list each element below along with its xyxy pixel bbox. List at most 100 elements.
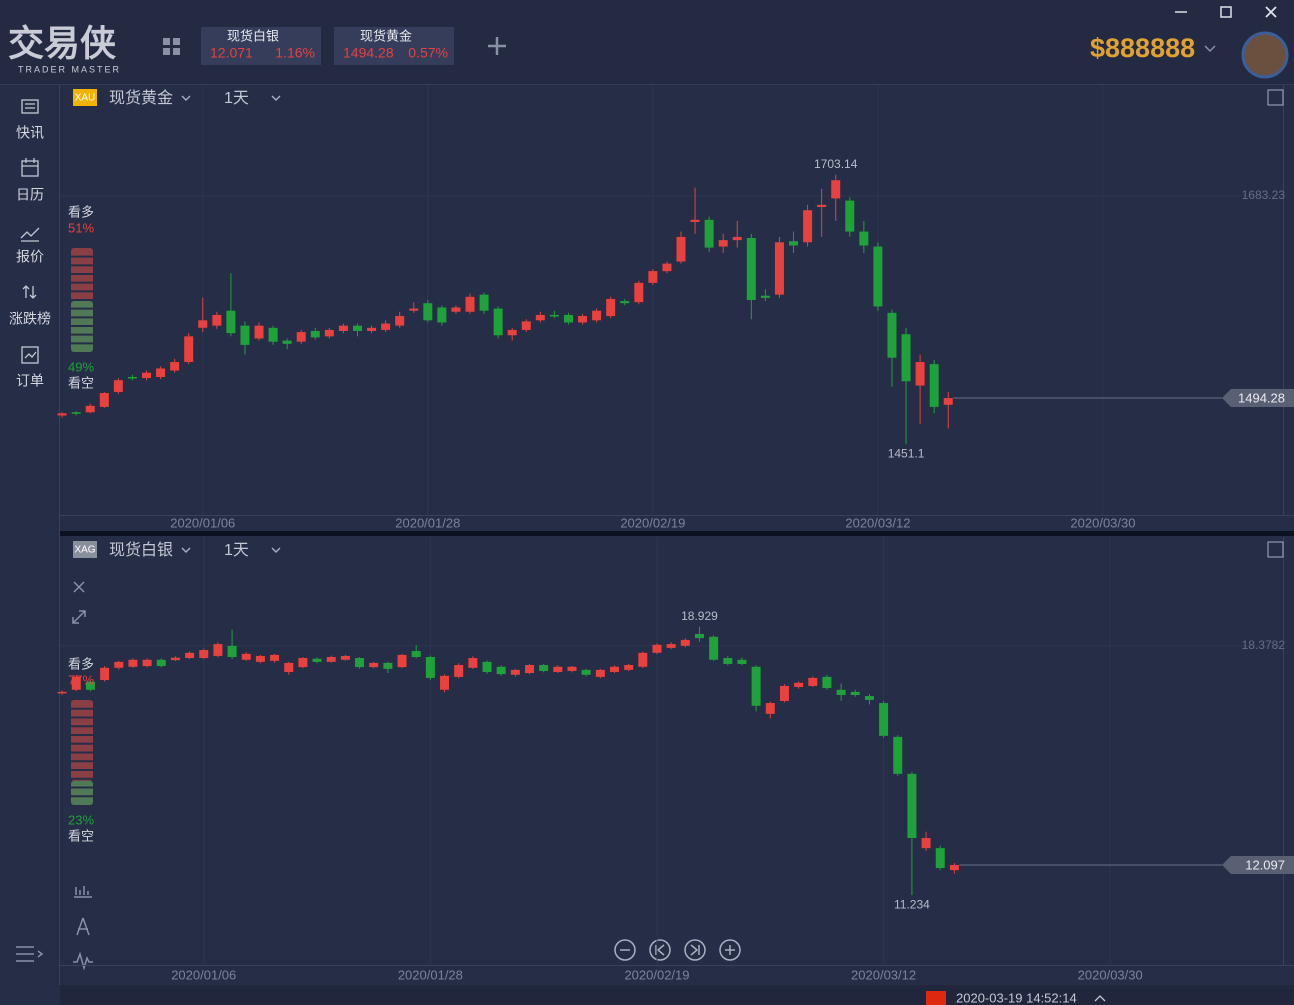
candle-body <box>765 703 775 714</box>
symbol-badge <box>73 541 97 558</box>
x-tick-label: 2020/02/19 <box>620 515 685 530</box>
avatar[interactable] <box>1241 31 1289 79</box>
candle-body <box>845 200 855 232</box>
candle-body <box>240 325 250 345</box>
logo-sub: TRADER MASTER <box>18 64 121 74</box>
sidebar-item[interactable]: 订单 <box>16 373 44 389</box>
add-tab[interactable] <box>488 37 506 55</box>
candle-body <box>836 689 846 696</box>
candle-body <box>213 644 223 656</box>
bull-bar <box>71 700 93 781</box>
sidebar-item[interactable]: 涨跌榜 <box>9 311 51 327</box>
candle-body <box>901 334 911 382</box>
candle-body <box>760 295 770 298</box>
candle-body <box>425 656 435 678</box>
sidebar-item[interactable]: 快讯 <box>16 125 44 141</box>
balance-chevron[interactable] <box>1204 45 1216 53</box>
period[interactable]: 1天 <box>224 90 249 107</box>
candle-body <box>704 219 714 248</box>
candle-body <box>355 658 365 668</box>
period-chevron[interactable] <box>271 547 281 553</box>
candle-body <box>451 307 461 312</box>
candle-body <box>284 662 294 672</box>
candle-body <box>746 237 756 300</box>
logo: 交易侠 <box>8 23 117 64</box>
candle-body <box>268 327 278 342</box>
title-chevron[interactable] <box>181 95 191 101</box>
candle-body <box>794 682 804 687</box>
candle-body <box>479 294 489 311</box>
candle-body <box>662 263 672 272</box>
candle-body <box>369 662 379 668</box>
x-tick-label: 2020/02/19 <box>624 967 689 982</box>
candle-body <box>156 659 166 667</box>
title-chevron[interactable] <box>181 547 191 553</box>
candle-body <box>808 677 818 686</box>
candle-body <box>676 236 686 262</box>
candle-body <box>620 301 630 304</box>
candle-body <box>803 210 813 243</box>
candle-body <box>859 231 869 246</box>
candle-body <box>170 657 180 661</box>
balance[interactable]: $888888 <box>1090 33 1195 63</box>
candle-body <box>71 412 81 414</box>
zoom-controls[interactable] <box>614 939 741 961</box>
candle-body <box>100 667 110 681</box>
status-chevron[interactable] <box>1094 995 1106 1002</box>
candle-body <box>680 639 690 646</box>
x-tick-label: 2020/03/12 <box>845 515 910 530</box>
candle-body <box>507 329 517 336</box>
tab-change: 1.16% <box>275 45 315 61</box>
maximize[interactable] <box>1220 6 1232 18</box>
chart-title[interactable]: 现货黄金 <box>109 89 173 107</box>
x-tick-label: 2020/03/30 <box>1070 515 1135 530</box>
candle-body <box>510 669 520 675</box>
chart-title[interactable]: 现货白银 <box>109 541 173 559</box>
symbol-badge <box>73 89 97 106</box>
x-tick-label: 2020/01/28 <box>398 967 463 982</box>
candle-body <box>563 314 573 323</box>
close[interactable] <box>1265 6 1277 18</box>
bear-value: 23% <box>68 812 94 827</box>
panel-menu[interactable] <box>1267 541 1284 558</box>
period-chevron[interactable] <box>271 95 281 101</box>
candle-body <box>648 271 658 283</box>
candle-body <box>71 676 81 690</box>
candle-body <box>592 310 602 321</box>
candle-body <box>255 655 265 662</box>
panel-menu[interactable] <box>1267 89 1284 106</box>
silver-tools[interactable] <box>16 581 93 971</box>
layout-icon[interactable] <box>163 38 180 55</box>
candle-body <box>690 219 700 222</box>
candle-body <box>296 332 306 342</box>
candle-body <box>921 838 931 849</box>
tab[interactable] <box>334 27 454 65</box>
sidebar <box>0 85 59 985</box>
tab-name: 现货黄金 <box>360 28 412 43</box>
x-tick-label: 2020/01/06 <box>170 515 235 530</box>
candle-body <box>85 405 95 413</box>
candle-body <box>624 665 634 670</box>
panel-separator <box>60 531 1294 536</box>
candle-body <box>468 658 478 668</box>
tab-name: 现货白银 <box>227 28 279 43</box>
candle-body <box>397 654 407 668</box>
sidebar-item[interactable]: 日历 <box>16 187 44 203</box>
period[interactable]: 1天 <box>224 542 249 559</box>
tab[interactable] <box>201 27 321 65</box>
candle-body <box>581 669 591 675</box>
candle-body <box>751 666 761 706</box>
candle-body <box>609 666 619 672</box>
sidebar-item[interactable]: 报价 <box>16 249 44 265</box>
candle-body <box>226 310 236 334</box>
candle-body <box>57 413 67 416</box>
candle-body <box>381 323 391 330</box>
candle-body <box>496 666 506 675</box>
candle-body <box>454 665 464 677</box>
tab-change: 0.57% <box>408 45 448 61</box>
candle-body <box>694 633 704 639</box>
candle-body <box>156 368 166 377</box>
max-label: 1703.14 <box>814 157 858 171</box>
